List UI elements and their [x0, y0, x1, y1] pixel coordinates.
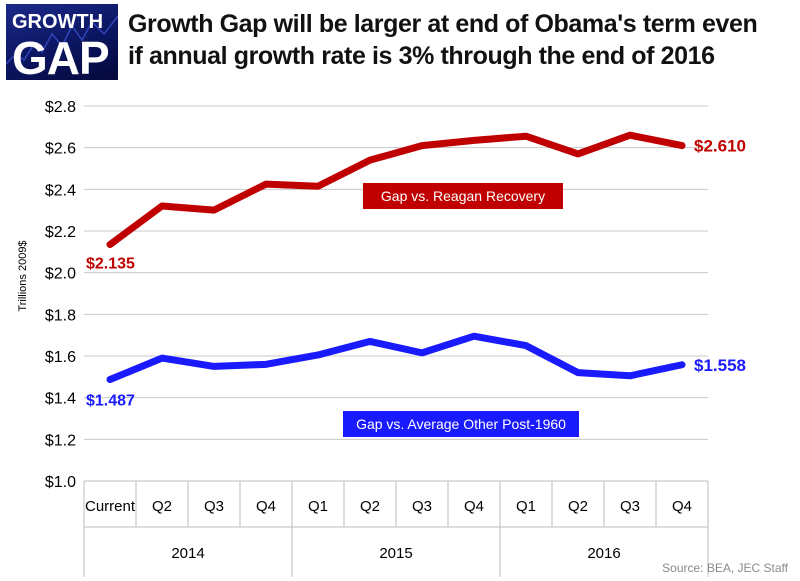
series-line: [106, 332, 686, 384]
x-tick-label: Q3: [204, 498, 224, 515]
growth-gap-logo: GROWTH GAP: [6, 4, 118, 80]
y-tick-label: $2.2: [45, 224, 76, 241]
x-tick-label: Q4: [672, 498, 692, 515]
logo-text-growth: GROWTH: [12, 11, 103, 33]
x-tick-label: Current: [85, 498, 136, 515]
legend-box: [343, 411, 579, 437]
x-group-label: 2014: [171, 545, 204, 562]
y-tick-label: $1.0: [45, 474, 76, 491]
x-tick-label: Q1: [516, 498, 536, 515]
y-tick-label: $1.6: [45, 349, 76, 366]
page-title: Growth Gap will be larger at end of Obam…: [128, 8, 793, 72]
y-tick-label: $1.8: [45, 307, 76, 324]
title-line-2: if annual growth rate is 3% through the …: [128, 42, 715, 70]
x-tick-label: Q2: [360, 498, 380, 515]
series-end-label: $1.558: [694, 356, 746, 375]
logo-text-gap: GAP: [12, 32, 109, 80]
series-line: [106, 131, 686, 249]
y-tick-label: $1.4: [45, 391, 76, 408]
source-note: Source: BEA, JEC Staff: [662, 561, 788, 575]
legend-label: Gap vs. Average Other Post-1960: [356, 416, 566, 432]
title-line-1: Growth Gap will be larger at end of Obam…: [128, 10, 758, 38]
x-tick-label: Q1: [308, 498, 328, 515]
y-tick-label: $1.2: [45, 432, 76, 449]
x-tick-label: Q4: [256, 498, 276, 515]
series-end-label: $2.610: [694, 137, 746, 156]
x-tick-label: Q3: [620, 498, 640, 515]
legend-label: Gap vs. Reagan Recovery: [381, 188, 545, 204]
series-start-label: $1.487: [86, 393, 135, 410]
y-tick-label: $2.8: [45, 99, 76, 116]
y-tick-label: $2.6: [45, 141, 76, 158]
x-group-label: 2015: [379, 545, 412, 562]
x-tick-label: Q3: [412, 498, 432, 515]
x-tick-label: Q4: [464, 498, 484, 515]
series-start-label: $2.135: [86, 256, 135, 273]
y-tick-label: $2.0: [45, 266, 76, 283]
legend-box: [363, 183, 563, 209]
x-tick-label: Q2: [568, 498, 588, 515]
y-tick-label: $2.4: [45, 182, 76, 199]
x-tick-label: Q2: [152, 498, 172, 515]
x-group-label: 2016: [587, 545, 620, 562]
